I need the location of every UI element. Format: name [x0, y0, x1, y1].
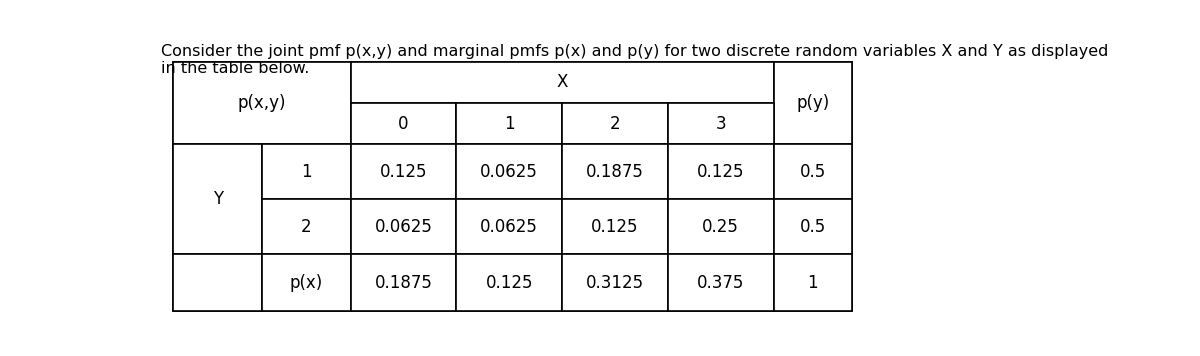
Text: 0: 0 — [398, 115, 409, 133]
Text: 0.125: 0.125 — [697, 163, 744, 180]
Bar — [774, 199, 852, 254]
Bar — [456, 254, 562, 312]
Text: 1: 1 — [301, 163, 312, 180]
Bar — [173, 144, 262, 254]
Bar — [774, 144, 852, 199]
Bar — [262, 254, 350, 312]
Text: Y: Y — [212, 190, 223, 208]
Bar — [173, 62, 852, 312]
Bar — [262, 144, 350, 199]
Text: 0.3125: 0.3125 — [586, 274, 644, 292]
Text: 0.0625: 0.0625 — [374, 218, 432, 236]
Bar — [456, 199, 562, 254]
Text: p(x,y): p(x,y) — [238, 94, 287, 112]
Bar — [562, 199, 668, 254]
Bar — [668, 199, 774, 254]
Bar — [350, 144, 456, 199]
Text: p(y): p(y) — [797, 94, 829, 112]
Bar — [350, 254, 456, 312]
Text: 2: 2 — [301, 218, 312, 236]
Bar — [456, 144, 562, 199]
Text: 2: 2 — [610, 115, 620, 133]
Text: 0.25: 0.25 — [702, 218, 739, 236]
Bar — [262, 199, 350, 254]
Bar — [774, 62, 852, 144]
Bar — [173, 62, 350, 144]
Bar — [562, 103, 668, 144]
Text: X: X — [557, 73, 568, 91]
Bar — [350, 199, 456, 254]
Text: 3: 3 — [715, 115, 726, 133]
Text: 0.5: 0.5 — [799, 218, 826, 236]
Text: 0.125: 0.125 — [592, 218, 638, 236]
Text: 0.125: 0.125 — [379, 163, 427, 180]
Bar — [668, 254, 774, 312]
Bar — [668, 144, 774, 199]
Bar — [350, 62, 774, 103]
Text: 0.0625: 0.0625 — [480, 163, 539, 180]
Bar — [173, 254, 262, 312]
Text: 0.125: 0.125 — [486, 274, 533, 292]
Bar — [562, 144, 668, 199]
Text: 0.5: 0.5 — [799, 163, 826, 180]
Bar — [350, 103, 456, 144]
Text: 0.1875: 0.1875 — [586, 163, 644, 180]
Bar — [774, 254, 852, 312]
Text: 1: 1 — [504, 115, 515, 133]
Text: 0.0625: 0.0625 — [480, 218, 539, 236]
Text: 1: 1 — [808, 274, 818, 292]
Text: 0.375: 0.375 — [697, 274, 744, 292]
Bar — [456, 103, 562, 144]
Text: p(x): p(x) — [289, 274, 323, 292]
Bar — [668, 103, 774, 144]
Text: Consider the joint pmf p(x,y) and marginal pmfs p(x) and p(y) for two discrete r: Consider the joint pmf p(x,y) and margin… — [161, 44, 1109, 77]
Bar — [562, 254, 668, 312]
Text: 0.1875: 0.1875 — [374, 274, 432, 292]
